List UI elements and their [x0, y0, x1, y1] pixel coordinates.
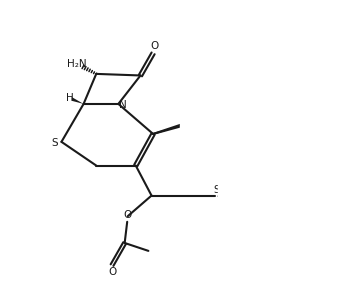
Text: N: N: [119, 101, 127, 110]
Polygon shape: [72, 97, 84, 104]
Text: HO: HO: [192, 98, 208, 108]
Text: –N: –N: [302, 150, 314, 160]
Text: N: N: [284, 160, 291, 170]
Text: O: O: [151, 41, 159, 51]
Text: H: H: [66, 93, 74, 103]
Text: OH: OH: [201, 89, 217, 99]
Text: –: –: [292, 140, 297, 150]
Text: N: N: [297, 148, 305, 158]
Text: HN: HN: [229, 151, 243, 161]
Text: N: N: [311, 171, 318, 181]
Text: O: O: [123, 210, 131, 220]
Text: N: N: [287, 178, 295, 188]
Text: OH: OH: [211, 127, 227, 137]
Text: H₂N: H₂N: [67, 59, 87, 69]
Text: N: N: [285, 188, 293, 197]
Text: HN: HN: [260, 195, 275, 205]
Text: O: O: [108, 267, 116, 277]
Text: O: O: [204, 92, 212, 102]
Text: N: N: [294, 182, 302, 191]
Text: N: N: [251, 188, 258, 198]
Text: S: S: [213, 185, 220, 195]
Text: N: N: [275, 150, 282, 160]
Text: O: O: [211, 102, 220, 111]
Text: HN: HN: [249, 155, 264, 165]
Text: N: N: [242, 179, 250, 189]
Text: S: S: [51, 138, 58, 148]
Text: N: N: [232, 191, 239, 201]
